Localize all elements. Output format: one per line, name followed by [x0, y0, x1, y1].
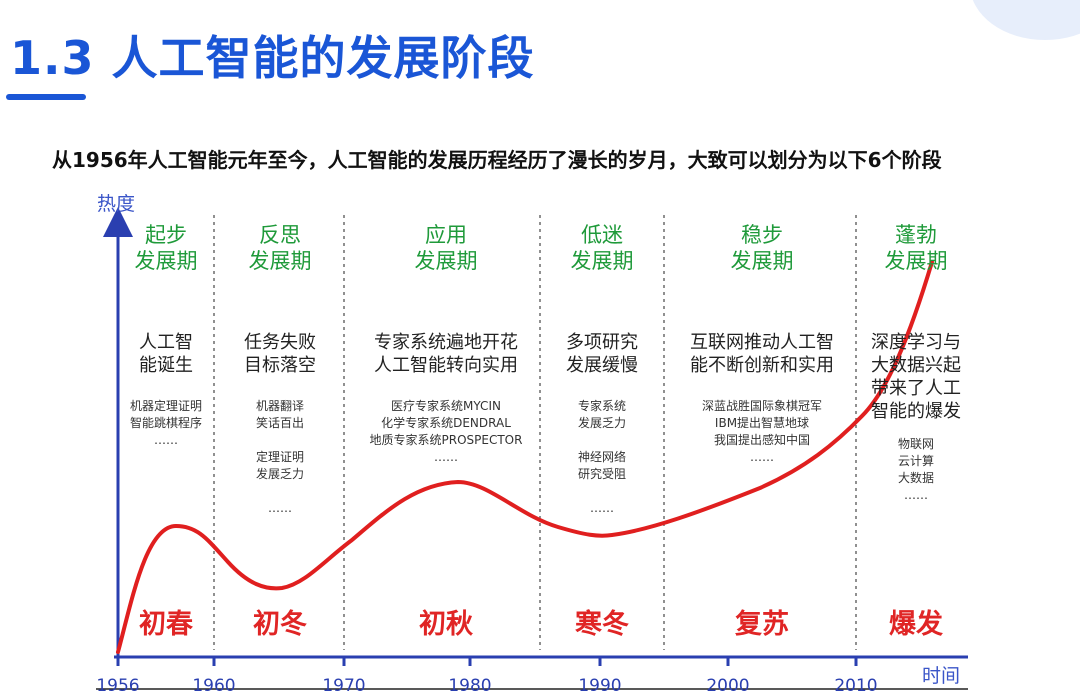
phase-detail-line: 化学专家系统DENDRAL	[381, 415, 511, 430]
phase-detail-line: 地质专家系统PROSPECTOR	[370, 432, 523, 447]
y-axis-label: 热度	[97, 193, 135, 215]
phase-detail-line: 研究受阻	[578, 466, 626, 481]
phase-detail-line: 云计算	[898, 453, 934, 468]
phase-detail-line: ……	[434, 450, 458, 464]
phase-event-line: 专家系统遍地开花	[374, 332, 518, 353]
phase-title-line: 起步	[145, 223, 187, 247]
phase-detail-line: 定理证明	[256, 449, 304, 464]
phase-title-line: 发展期	[135, 249, 198, 273]
year-label-1970: 1970	[322, 676, 365, 696]
phase-title-line: 发展期	[571, 249, 634, 273]
phase-event-line: 多项研究	[566, 332, 638, 353]
season-label: 初春	[139, 609, 194, 640]
phase-title-line: 稳步	[741, 223, 783, 247]
phase-event-line: 带来了人工	[871, 378, 961, 399]
year-label-1990: 1990	[578, 676, 621, 696]
phase-event-line: 目标落空	[244, 355, 316, 376]
axes: 热度 时间	[96, 193, 968, 690]
phase-detail-line: 专家系统	[578, 398, 626, 413]
phase-detail-line: ……	[904, 488, 928, 502]
phase-title-line: 反思	[259, 223, 301, 247]
heat-curve	[116, 260, 934, 654]
phase-detail-line: 神经网络	[578, 449, 626, 464]
phase-detail-line: 深蓝战胜国际象棋冠军	[702, 398, 822, 413]
season-label: 爆发	[889, 608, 943, 640]
phase-title-line: 蓬勃	[895, 223, 937, 247]
slide-title: 1.3 人工智能的发展阶段	[10, 31, 535, 85]
phase-detail-line: 机器定理证明	[130, 398, 202, 413]
phase-event-line: 能不断创新和实用	[690, 355, 834, 376]
phase-detail-line: ……	[590, 501, 614, 515]
phase-title-line: 发展期	[731, 249, 794, 273]
phase-columns: 起步发展期人工智能诞生机器定理证明智能跳棋程序……初春反思发展期任务失败目标落空…	[130, 223, 961, 640]
phase-detail-line: 发展乏力	[256, 466, 304, 481]
phase-detail-line: ……	[268, 501, 292, 515]
phase-detail-line: 医疗专家系统MYCIN	[391, 398, 501, 413]
phase-detail-line: 智能跳棋程序	[130, 415, 202, 430]
phase-event-line: 人工智	[139, 332, 193, 353]
phase-detail-line: ……	[750, 450, 774, 464]
phase-detail-line: 机器翻译	[256, 399, 304, 413]
phase-detail-line: 发展乏力	[578, 415, 626, 430]
phase-detail-line: 我国提出感知中国	[714, 432, 810, 447]
phase-event-line: 人工智能转向实用	[374, 355, 518, 376]
year-ticks: 1956 1960 1970 1980 1990 2000 2010	[96, 657, 878, 696]
phase-event-line: 能诞生	[139, 355, 193, 376]
phase-title-line: 低迷	[581, 223, 623, 247]
season-label: 初冬	[253, 608, 307, 640]
phase-dividers	[213, 215, 857, 650]
year-label-2010: 2010	[834, 676, 877, 696]
season-label: 初秋	[419, 609, 473, 640]
season-label: 复苏	[735, 609, 789, 640]
year-label-1960: 1960	[192, 676, 235, 696]
year-label-1956: 1956	[96, 676, 139, 696]
phase-detail-line: 笑话百出	[256, 415, 304, 430]
phase-title-line: 发展期	[249, 249, 312, 273]
phase-detail-line: 大数据	[898, 470, 934, 485]
phase-detail-line: 物联网	[898, 437, 934, 451]
season-label: 寒冬	[575, 608, 629, 640]
phase-title-line: 发展期	[885, 249, 948, 273]
x-axis-label: 时间	[922, 665, 960, 687]
phase-detail-line: ……	[154, 433, 178, 447]
phase-event-line: 互联网推动人工智	[690, 332, 834, 353]
phase-event-line: 任务失败	[244, 332, 316, 353]
phase-detail-line: IBM提出智慧地球	[715, 415, 809, 430]
slide-subtitle: 从1956年人工智能元年至今，人工智能的发展历程经历了漫长的岁月，大致可以划分为…	[52, 148, 942, 172]
phase-event-line: 大数据兴起	[871, 355, 961, 376]
phase-title-line: 应用	[425, 223, 467, 247]
year-label-1980: 1980	[448, 676, 491, 696]
phase-event-line: 发展缓慢	[566, 355, 638, 376]
title-underline	[6, 94, 86, 100]
phase-event-line: 深度学习与	[871, 332, 961, 353]
phase-event-line: 智能的爆发	[871, 401, 961, 422]
year-label-2000: 2000	[706, 676, 749, 696]
phase-title-line: 发展期	[415, 249, 478, 273]
